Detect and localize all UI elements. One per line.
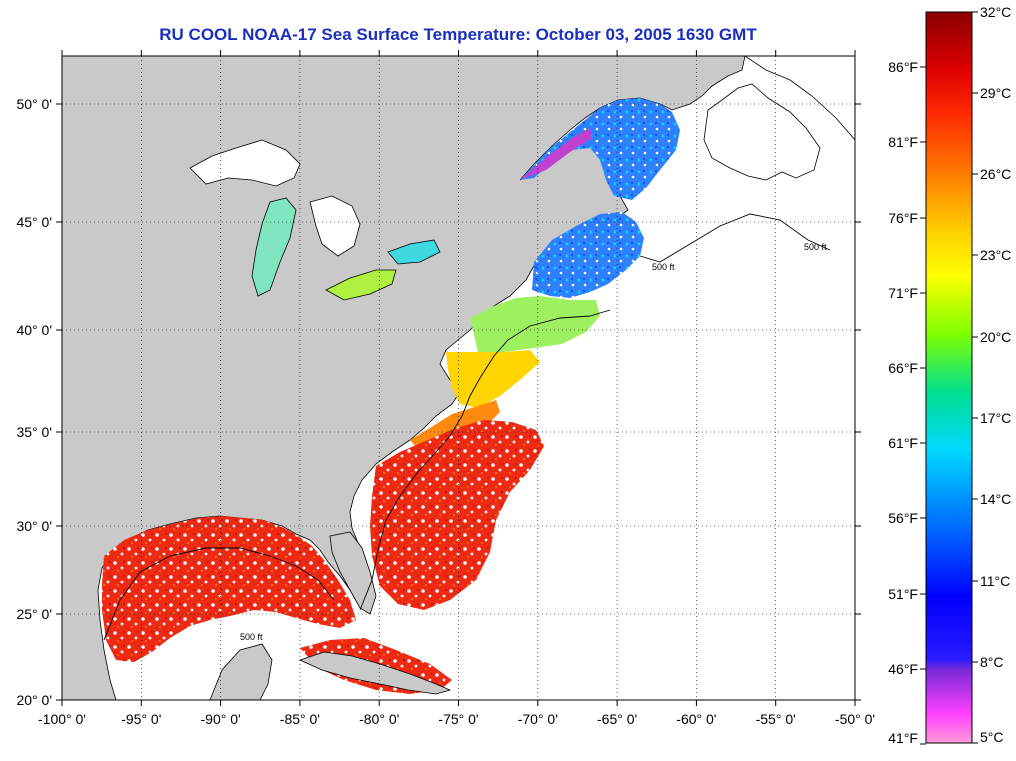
contour-500ft-north <box>639 213 831 263</box>
x-tick-label: -50° 0' <box>835 711 875 727</box>
x-tick-label: -100° 0' <box>38 711 86 727</box>
y-tick-label: 40° 0' <box>16 322 52 338</box>
colorbar-celsius-label: 26°C <box>980 166 1011 182</box>
x-tick-label: -85° 0' <box>280 711 320 727</box>
colorbar-fahrenheit-label: 71°F <box>888 285 918 301</box>
colorbar-celsius-label: 20°C <box>980 329 1011 345</box>
sst-gulf-of-mexico <box>102 516 356 662</box>
lake-ontario <box>387 239 441 265</box>
y-tick-label: 45° 0' <box>16 214 52 230</box>
y-tick-label: 25° 0' <box>16 606 52 622</box>
x-axis: -100° 0' -95° 0' -90° 0' -85° 0' -80° 0' -75°… <box>38 50 875 727</box>
x-tick-label: -55° 0' <box>756 711 796 727</box>
contour-500ft-gulf <box>103 547 335 641</box>
colorbar-fahrenheit-label: 56°F <box>888 510 918 526</box>
colorbar-celsius-label: 17°C <box>980 410 1011 426</box>
y-tick-label: 50° 0' <box>16 96 52 112</box>
sst-st-lawrence-estuary <box>520 128 592 180</box>
x-tick-label: -60° 0' <box>676 711 716 727</box>
land-labrador <box>744 56 855 141</box>
sst-mid-atlantic-yellow <box>446 350 540 408</box>
contour-label-2: 500 ft <box>240 632 263 642</box>
lake-erie <box>325 269 397 301</box>
colorbar-celsius-label: 14°C <box>980 491 1011 507</box>
colorbar-celsius-labels: 32°C 29°C 26°C 23°C 20°C 17°C 14°C 11°C 8°C 5°C <box>972 4 1011 745</box>
land-north-america <box>62 56 746 700</box>
map-title: RU COOL NOAA-17 Sea Surface Temperature:… <box>159 25 757 44</box>
colorbar-fahrenheit-label: 41°F <box>888 730 918 746</box>
colorbar-celsius-label: 11°C <box>980 573 1010 589</box>
colorbar-fahrenheit-label: 81°F <box>888 134 918 150</box>
colorbar-celsius-label: 29°C <box>980 85 1011 101</box>
x-tick-label: -70° 0' <box>518 711 558 727</box>
land-newfoundland <box>703 83 821 181</box>
x-tick-label: -75° 0' <box>438 711 478 727</box>
x-tick-label: -90° 0' <box>201 711 241 727</box>
colorbar-celsius-label: 5°C <box>980 729 1004 745</box>
colorbar <box>925 11 973 744</box>
x-tick-label: -80° 0' <box>359 711 399 727</box>
colorbar-fahrenheit-label: 61°F <box>888 435 918 451</box>
colorbar-fahrenheit-label: 46°F <box>888 661 918 677</box>
sst-gulf-of-maine <box>532 212 644 298</box>
map-layers: 500 ft 500 ft 500 ft <box>62 56 855 700</box>
lake-huron <box>309 195 361 257</box>
colorbar-fahrenheit-label: 76°F <box>888 210 918 226</box>
y-tick-label: 30° 0' <box>16 518 52 534</box>
sst-gulf-stream <box>370 420 544 610</box>
colorbar-fahrenheit-labels: 86°F 81°F 76°F 71°F 66°F 61°F 56°F 51°F 46°F 41°F <box>888 59 926 746</box>
lake-superior <box>189 139 301 187</box>
colorbar-celsius-label: 32°C <box>980 4 1011 20</box>
land-cuba <box>298 651 452 695</box>
map-grid <box>62 56 855 700</box>
y-axis: 50° 0' 45° 0' 40° 0' 35° 0' 30° 0' 25° 0' 20° … <box>16 96 861 708</box>
sst-mid-atlantic-green <box>470 296 600 352</box>
lake-michigan <box>251 197 297 297</box>
x-tick-label: -65° 0' <box>597 711 637 727</box>
y-tick-label: 20° 0' <box>16 692 52 708</box>
y-tick-label: 35° 0' <box>16 424 52 440</box>
sst-gulf-st-lawrence <box>520 98 680 200</box>
colorbar-celsius-label: 23°C <box>980 247 1011 263</box>
colorbar-fahrenheit-label: 51°F <box>888 586 918 602</box>
x-tick-label: -95° 0' <box>121 711 161 727</box>
colorbar-celsius-label: 8°C <box>980 654 1004 670</box>
contour-500ft-atlantic <box>359 309 611 611</box>
contour-label-3: 500 ft <box>652 262 675 272</box>
land-yucatan <box>209 643 273 700</box>
colorbar-fahrenheit-label: 66°F <box>888 360 918 376</box>
contour-label-1: 500 ft <box>804 242 827 252</box>
colorbar-fahrenheit-label: 86°F <box>888 59 918 75</box>
